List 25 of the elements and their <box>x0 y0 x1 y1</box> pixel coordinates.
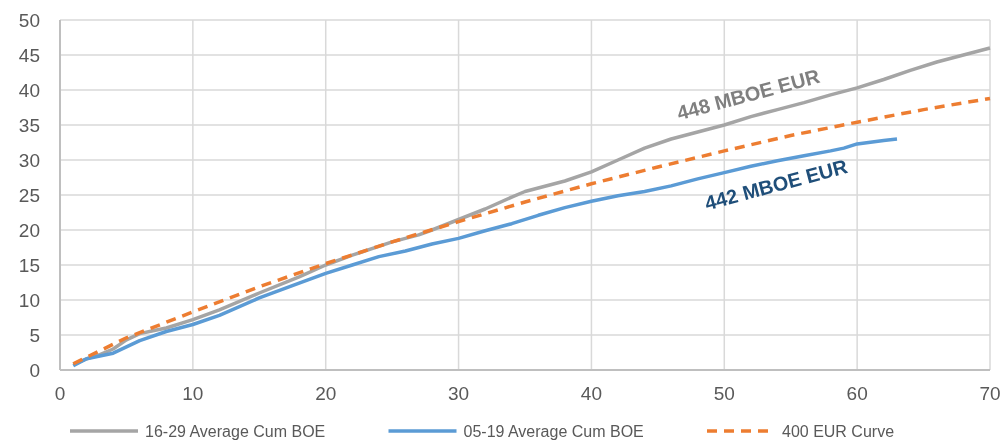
y-tick-label: 15 <box>18 254 40 276</box>
x-tick-label: 70 <box>979 383 1001 404</box>
x-tick-label: 20 <box>315 383 337 404</box>
annotation: 448 MBOE EUR <box>674 64 823 125</box>
y-tick-label: 5 <box>29 324 40 346</box>
y-tick-label: 20 <box>18 219 40 241</box>
y-tick-label: 30 <box>18 149 40 171</box>
legend-label: 16-29 Average Cum BOE <box>145 423 326 440</box>
x-tick-label: 0 <box>54 383 66 404</box>
y-tick-label: 0 <box>29 359 40 381</box>
annotation: 442 MBOE EUR <box>702 154 851 215</box>
y-tick-label: 25 <box>18 184 40 206</box>
x-tick-label: 10 <box>182 383 204 404</box>
x-tick-label: 60 <box>846 383 868 404</box>
y-tick-label: 35 <box>18 114 40 136</box>
y-tick-label: 45 <box>18 44 40 66</box>
x-tick-label: 40 <box>580 383 602 404</box>
y-tick-label: 40 <box>18 79 40 101</box>
x-tick-label: 50 <box>713 383 735 404</box>
y-tick-label: 50 <box>18 9 40 31</box>
x-tick-label: 30 <box>448 383 470 404</box>
y-tick-label: 10 <box>18 289 40 311</box>
legend-label: 400 EUR Curve <box>782 423 895 440</box>
line-series <box>71 137 899 368</box>
legend-label: 05-19 Average Cum BOE <box>463 423 644 440</box>
